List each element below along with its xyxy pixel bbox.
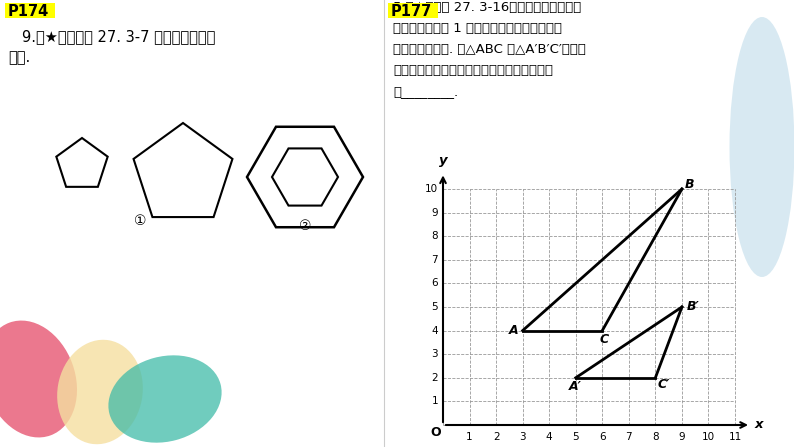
Text: 3: 3 (519, 432, 526, 442)
Text: C′: C′ (657, 378, 669, 391)
Text: 的顶点称为格点. 若△ABC 与△A′B′C′是位似: 的顶点称为格点. 若△ABC 与△A′B′C′是位似 (393, 43, 586, 56)
Text: A′: A′ (569, 380, 582, 393)
Text: 方格都是边长为 1 的小正方形，每个小正方形: 方格都是边长为 1 的小正方形，每个小正方形 (393, 22, 562, 35)
Text: A: A (509, 324, 518, 337)
Text: x: x (755, 418, 763, 431)
Text: ②: ② (299, 219, 311, 233)
Text: O: O (430, 426, 441, 439)
Text: 10: 10 (702, 432, 715, 442)
Text: 中心.: 中心. (8, 50, 30, 65)
Text: 是________.: 是________. (393, 85, 458, 98)
Text: 7: 7 (431, 255, 438, 265)
Ellipse shape (57, 340, 143, 444)
Text: 4: 4 (545, 432, 553, 442)
Text: 4: 4 (431, 325, 438, 336)
Text: 1: 1 (466, 432, 473, 442)
Ellipse shape (730, 17, 794, 277)
Text: 7: 7 (626, 432, 632, 442)
Ellipse shape (108, 355, 222, 443)
Text: 9: 9 (431, 207, 438, 218)
Text: ①: ① (133, 214, 146, 228)
Text: 5.（★）如图 27. 3-16，已知图中的每个小: 5.（★）如图 27. 3-16，已知图中的每个小 (393, 1, 581, 14)
FancyBboxPatch shape (388, 3, 438, 18)
Text: 1: 1 (431, 396, 438, 406)
Text: 2: 2 (493, 432, 499, 442)
Text: 11: 11 (728, 432, 742, 442)
Text: 6: 6 (431, 278, 438, 288)
Text: 10: 10 (425, 184, 438, 194)
FancyBboxPatch shape (5, 3, 55, 18)
Text: B: B (685, 177, 695, 190)
Text: C: C (599, 333, 609, 346)
Text: B′: B′ (687, 300, 700, 313)
Text: y: y (439, 154, 447, 167)
Text: 2: 2 (431, 373, 438, 383)
Text: 图形，且顶点都在格点上，则位似中心的坐标: 图形，且顶点都在格点上，则位似中心的坐标 (393, 64, 553, 77)
Text: P177: P177 (391, 4, 432, 18)
Text: 8: 8 (431, 231, 438, 241)
Text: 5: 5 (431, 302, 438, 312)
Text: 9.（★）画出图 27. 3-7 所示图形的位似: 9.（★）画出图 27. 3-7 所示图形的位似 (22, 29, 215, 44)
Ellipse shape (0, 320, 77, 438)
Text: 9: 9 (679, 432, 685, 442)
Text: 8: 8 (652, 432, 659, 442)
Text: 3: 3 (431, 349, 438, 359)
Text: 6: 6 (599, 432, 606, 442)
Text: P174: P174 (8, 4, 49, 18)
Text: 5: 5 (572, 432, 579, 442)
